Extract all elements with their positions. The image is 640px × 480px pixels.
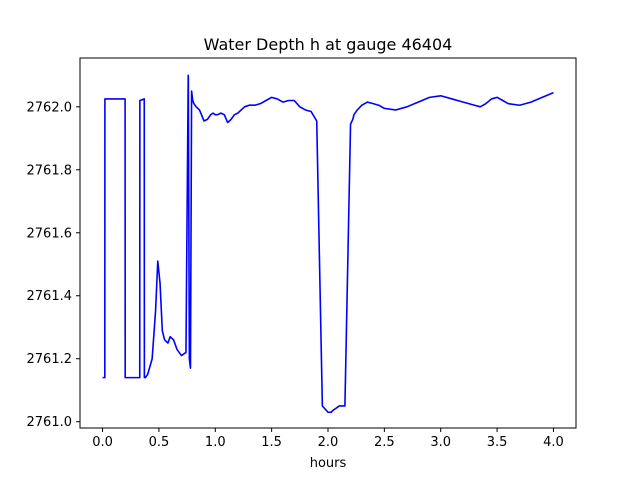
x-tick-label: 3.5 — [487, 435, 508, 450]
y-tick-label: 2761.4 — [27, 289, 73, 304]
y-axis: 2761.0 2761.2 2761.4 2761.6 2761.8 2762.0 — [27, 100, 80, 430]
x-tick-label: 0.5 — [149, 435, 170, 450]
x-tick-label: 1.5 — [261, 435, 282, 450]
plot-frame — [79, 57, 577, 429]
chart-title: Water Depth h at gauge 46404 — [204, 35, 453, 54]
y-tick-label: 2761.8 — [27, 163, 73, 178]
plot-area — [102, 74, 554, 414]
x-tick-label: 4.0 — [543, 435, 564, 450]
x-tick-label: 2.0 — [318, 435, 339, 450]
y-tick-label: 2761.0 — [27, 415, 73, 430]
x-tick-label: 1.0 — [205, 435, 226, 450]
y-tick-label: 2762.0 — [27, 100, 73, 115]
x-tick-label: 2.5 — [374, 435, 395, 450]
y-tick-label: 2761.2 — [27, 352, 73, 367]
x-tick-label: 0.0 — [92, 435, 113, 450]
x-axis: 0.0 0.5 1.0 1.5 2.0 2.5 3.0 3.5 4.0 — [92, 428, 564, 450]
x-tick-label: 3.0 — [430, 435, 451, 450]
series-line-0 — [102, 74, 554, 414]
y-tick-label: 2761.6 — [27, 226, 73, 241]
x-axis-label: hours — [310, 456, 347, 471]
